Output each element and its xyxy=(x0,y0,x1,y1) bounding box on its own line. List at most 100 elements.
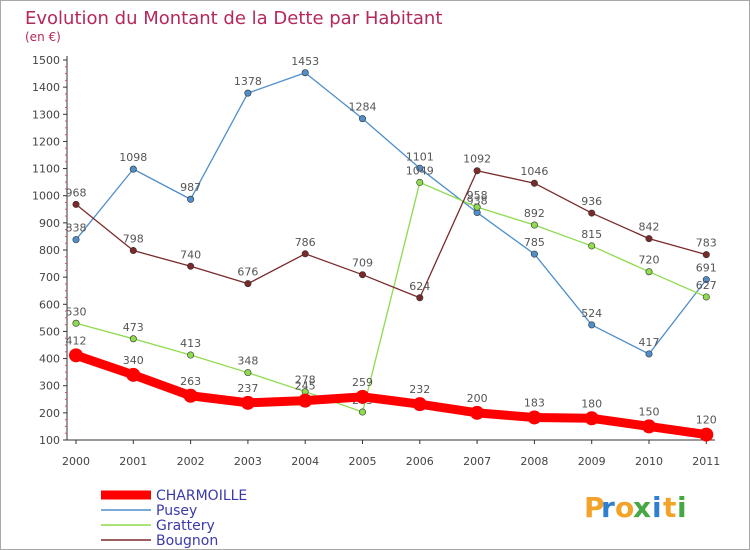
logo-letter: i xyxy=(652,491,662,524)
series-line-pusey xyxy=(75,72,707,355)
logo-letter: r xyxy=(601,491,615,524)
data-point xyxy=(699,427,714,442)
y-tick-label: 100 xyxy=(39,434,60,447)
x-tick-label: 2006 xyxy=(406,455,434,468)
data-label: 968 xyxy=(66,186,87,199)
y-tick-label: 800 xyxy=(39,244,60,257)
data-label: 958 xyxy=(467,189,488,202)
data-label: 259 xyxy=(352,376,373,389)
data-label: 417 xyxy=(639,336,660,349)
data-label: 200 xyxy=(467,392,488,405)
data-point xyxy=(702,251,710,259)
logo-letter: i xyxy=(677,491,687,524)
data-point xyxy=(187,351,195,359)
data-label: 1092 xyxy=(463,153,491,166)
data-label: 842 xyxy=(639,221,660,234)
data-label: 120 xyxy=(696,414,717,427)
y-tick-label: 1400 xyxy=(32,81,60,94)
data-point xyxy=(645,350,653,358)
series-grattery: 5304734133482782031049958892815720627 xyxy=(66,164,717,416)
data-point xyxy=(69,348,83,363)
data-label: 720 xyxy=(639,254,660,267)
data-label: 1098 xyxy=(119,151,147,164)
data-point xyxy=(642,419,656,434)
data-point xyxy=(358,408,366,416)
data-label: 1453 xyxy=(291,55,319,68)
data-point xyxy=(358,271,366,279)
data-point xyxy=(645,235,653,243)
data-label: 785 xyxy=(524,236,545,249)
y-tick-label: 900 xyxy=(39,217,60,230)
series-line-grattery xyxy=(75,181,707,413)
data-label: 1049 xyxy=(406,164,434,177)
data-label: 278 xyxy=(295,374,316,387)
data-label: 783 xyxy=(696,237,717,250)
data-point xyxy=(588,321,596,329)
data-point xyxy=(416,164,424,172)
data-point xyxy=(240,395,255,410)
logo-letter: o xyxy=(615,491,634,524)
data-label: 183 xyxy=(524,396,545,409)
data-point xyxy=(301,250,309,258)
data-point xyxy=(530,179,538,187)
x-tick-label: 2003 xyxy=(234,455,262,468)
y-tick-label: 1100 xyxy=(32,163,60,176)
data-point xyxy=(473,167,481,175)
y-tick-label: 1000 xyxy=(32,190,60,203)
y-tick-label: 1200 xyxy=(32,135,60,148)
y-tick-label: 1300 xyxy=(32,108,60,121)
logo-letter: P xyxy=(584,491,605,524)
data-label: 786 xyxy=(295,236,316,249)
data-label: 340 xyxy=(123,354,144,367)
data-label: 838 xyxy=(66,222,87,235)
series-line-charmoille xyxy=(71,350,711,440)
data-label: 624 xyxy=(409,280,430,293)
data-label: 150 xyxy=(639,405,660,418)
data-point xyxy=(588,242,596,250)
data-point xyxy=(129,335,137,343)
data-label: 1284 xyxy=(349,101,377,114)
y-tick-label: 300 xyxy=(39,380,60,393)
data-point xyxy=(244,280,252,288)
data-point xyxy=(187,262,195,270)
data-point xyxy=(298,393,313,408)
x-tick-label: 2010 xyxy=(635,455,663,468)
axes: 100 200 300 400 500 600 700 800 900 1000 1100 1200 1… xyxy=(32,54,720,468)
y-tick-label: 700 xyxy=(39,271,60,284)
legend-label-bougnon: Bougnon xyxy=(156,533,218,549)
x-tick-label: 2008 xyxy=(520,455,548,468)
data-label: 237 xyxy=(237,382,258,395)
chart-title: Evolution du Montant de la Dette par Hab… xyxy=(25,8,442,29)
data-point xyxy=(72,236,80,244)
data-label: 263 xyxy=(180,375,201,388)
data-point xyxy=(645,268,653,276)
data-label: 709 xyxy=(352,257,373,270)
data-label: 524 xyxy=(581,307,602,320)
data-label: 232 xyxy=(409,383,430,396)
x-tick-label: 2005 xyxy=(349,455,377,468)
data-point xyxy=(72,319,80,327)
data-label: 245 xyxy=(295,380,316,393)
data-point xyxy=(416,178,424,186)
data-point xyxy=(473,203,481,211)
data-label: 412 xyxy=(66,334,87,347)
y-tick-label: 600 xyxy=(39,298,60,311)
data-label: 413 xyxy=(180,337,201,350)
series-layer: 8381098987137814531284110193878552441769… xyxy=(66,55,717,442)
x-tick-label: 2001 xyxy=(119,455,147,468)
data-point xyxy=(183,388,198,403)
y-tick-label: 500 xyxy=(39,325,60,338)
data-point xyxy=(187,195,195,203)
y-tick-label: 400 xyxy=(39,353,60,366)
data-label: 815 xyxy=(581,228,602,241)
data-point xyxy=(129,165,137,173)
data-label: 530 xyxy=(66,305,87,318)
x-tick-label: 2000 xyxy=(62,455,90,468)
data-label: 936 xyxy=(581,195,602,208)
logo-letter: x xyxy=(633,491,651,524)
data-point xyxy=(527,410,542,425)
data-label: 473 xyxy=(123,321,144,334)
